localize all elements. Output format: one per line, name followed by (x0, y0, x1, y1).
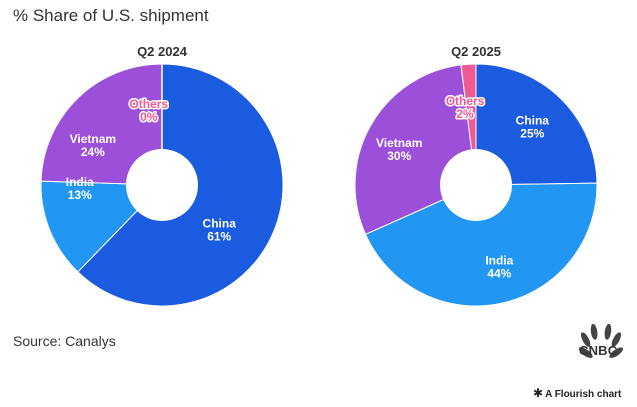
slice-label-china: China (516, 114, 550, 128)
slice-india-q2-2025[interactable] (364, 182, 598, 307)
donut-hole-q2-2024 (126, 149, 198, 221)
asterisk-icon: ✱ (533, 386, 544, 400)
slice-label-others: Others (446, 94, 485, 108)
slice-value-vietnam: 30% (387, 149, 411, 163)
slice-label-vietnam: Vietnam (376, 136, 422, 150)
cnbc-logo-text: CNBC (579, 343, 618, 358)
donut-title-q2-2024: Q2 2024 (137, 44, 188, 59)
slice-label-india: India (485, 253, 513, 267)
slice-label-halo: 0% (140, 110, 158, 124)
slice-vietnam-q2-2024[interactable] (40, 63, 163, 186)
slice-value-india: 44% (487, 266, 511, 280)
slice-label-halo: Others (446, 94, 485, 108)
slice-value-india: 13% (68, 188, 92, 202)
slice-china-q2-2025[interactable] (475, 63, 598, 186)
peacock-icon (579, 323, 623, 358)
flourish-credit[interactable]: ✱ A Flourish chart (533, 386, 621, 400)
slice-value-china: 61% (207, 230, 231, 244)
source-note: Source: Canalys (13, 333, 116, 349)
slice-label-india: India (66, 175, 94, 189)
slice-label-china: China (203, 217, 237, 231)
slice-value-vietnam: 24% (81, 145, 105, 159)
slice-value-others: 2% (456, 107, 474, 121)
slice-label-halo: Others (129, 97, 168, 111)
slice-label-others: Others (129, 97, 168, 111)
donut-title-q2-2025: Q2 2025 (451, 44, 501, 59)
slice-value-china: 25% (520, 127, 544, 141)
slice-label-vietnam: Vietnam (70, 132, 116, 146)
slice-label-halo: 2% (456, 107, 474, 121)
donut-hole-q2-2025 (440, 149, 512, 221)
chart-title: % Share of U.S. shipment (13, 6, 209, 25)
slice-value-others: 0% (140, 110, 158, 124)
flourish-credit-label: A Flourish chart (545, 389, 622, 400)
